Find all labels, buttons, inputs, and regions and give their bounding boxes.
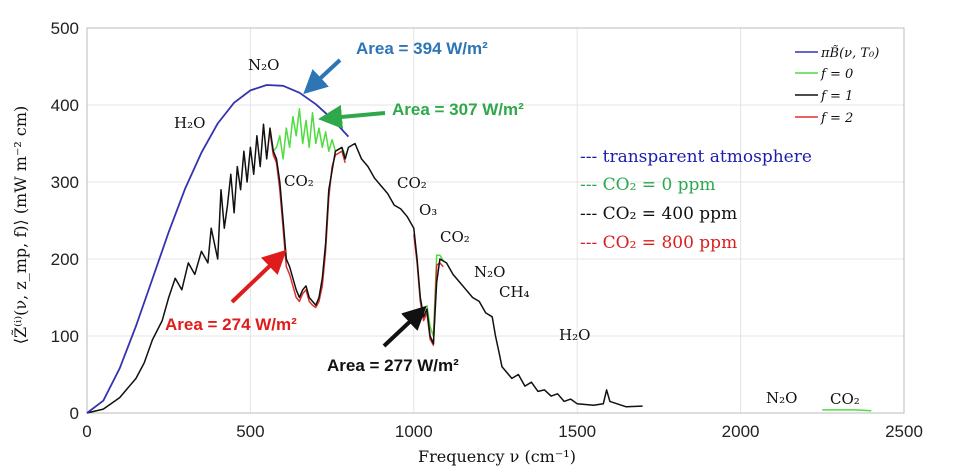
legend-label-f2: f = 2 — [820, 111, 853, 126]
gas-label: CO₂ — [397, 174, 427, 192]
gas-label: CH₄ — [499, 283, 530, 301]
y-axis-label: ⟨Z̃⁽ⁱ⁾(ν, z_mp, f)⟩ (mW m⁻² cm) — [11, 106, 30, 345]
y-tick-label: 300 — [51, 173, 79, 192]
gas-label: N₂O — [248, 56, 279, 74]
x-axis-label: Frequency ν (cm⁻¹) — [418, 447, 576, 466]
arrow-icon — [303, 58, 342, 95]
x-tick-label: 2500 — [885, 422, 923, 441]
gas-label: O₃ — [419, 201, 437, 219]
gas-label: CO₂ — [284, 172, 314, 190]
series-line-f-0 — [822, 409, 872, 412]
gas-label: N₂O — [474, 263, 505, 281]
legend: πB̃(ν, T₀) f = 0 f = 1 f = 2 — [795, 45, 879, 126]
scenario-transparent: --- transparent atmosphere — [580, 147, 812, 167]
series-line-f-0 — [272, 108, 346, 160]
arrow-icon — [318, 104, 386, 129]
x-tick-label: 1500 — [558, 422, 596, 441]
area-label-transparent: Area = 394 W/m² — [356, 39, 488, 58]
area-annotations: Area = 394 W/m² Area = 307 W/m² Area = 2… — [165, 39, 524, 375]
gas-label: N₂O — [766, 389, 797, 407]
area-label-co2-0: Area = 307 W/m² — [392, 100, 524, 119]
legend-label-f0: f = 0 — [820, 67, 853, 82]
legend-label-f1: f = 1 — [820, 89, 853, 104]
gas-label: CO₂ — [830, 390, 860, 408]
y-tick-label: 200 — [51, 250, 79, 269]
arrow-icon — [382, 305, 427, 348]
y-tick-label: 500 — [51, 19, 79, 38]
x-tick-label: 2000 — [722, 422, 760, 441]
gas-label: H₂O — [174, 114, 205, 132]
scenario-legend: --- transparent atmosphere --- CO₂ = 0 p… — [580, 147, 812, 253]
plot-frame — [86, 27, 905, 414]
x-tick-label: 500 — [236, 422, 264, 441]
gas-labels: N₂O H₂O CO₂ CO₂ O₃ CO₂ N₂O CH₄ H₂O N₂O C… — [174, 56, 860, 408]
series-line-f-1 — [86, 123, 643, 414]
y-tick-label: 100 — [51, 327, 79, 346]
series-line--b-t- — [86, 84, 350, 414]
y-tick-label: 0 — [70, 404, 79, 423]
gas-label: H₂O — [559, 326, 590, 344]
y-tick-label: 400 — [51, 96, 79, 115]
scenario-co2-800: --- CO₂ = 800 ppm — [580, 233, 737, 253]
series-group — [86, 84, 872, 414]
gas-label: CO₂ — [440, 228, 470, 246]
scenario-co2-0: --- CO₂ = 0 ppm — [580, 175, 716, 195]
area-label-co2-400: Area = 277 W/m² — [327, 356, 459, 375]
tick-labels: 0 500 1000 1500 2000 2500 0 100 200 300 400 500 — [51, 19, 923, 441]
scenario-co2-400: --- CO₂ = 400 ppm — [580, 204, 737, 224]
arrow-icon — [230, 249, 287, 304]
x-tick-label: 0 — [82, 422, 91, 441]
grid — [86, 28, 904, 414]
legend-label-planck: πB̃(ν, T₀) — [820, 45, 879, 61]
x-tick-label: 1000 — [395, 422, 433, 441]
area-label-co2-800: Area = 274 W/m² — [165, 315, 297, 334]
